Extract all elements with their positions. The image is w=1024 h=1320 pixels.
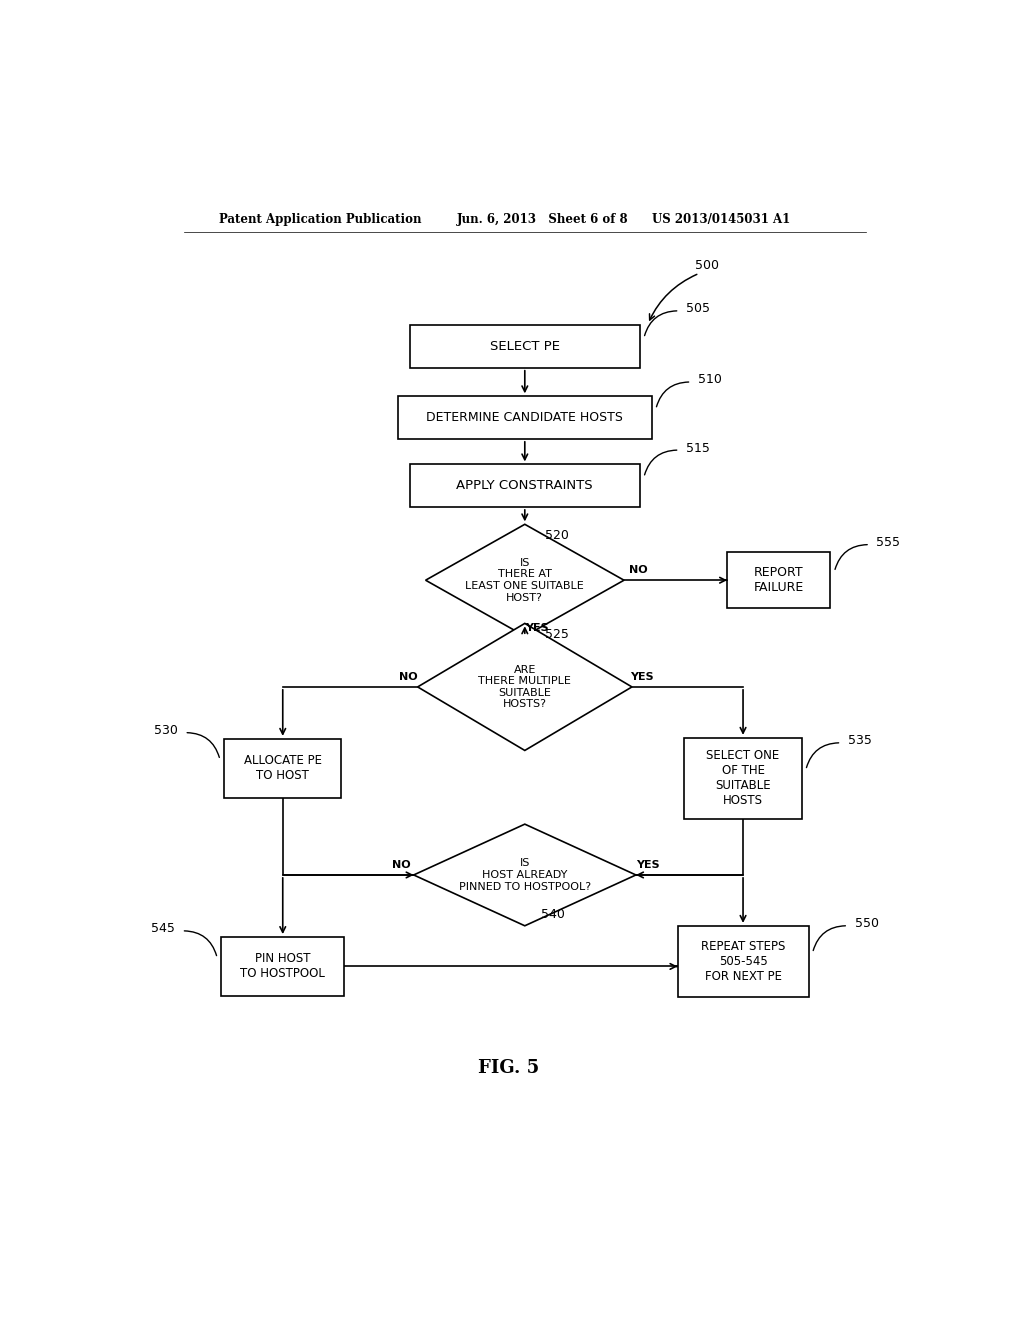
Text: YES: YES	[525, 623, 549, 634]
Text: 545: 545	[152, 923, 175, 936]
Text: Jun. 6, 2013   Sheet 6 of 8: Jun. 6, 2013 Sheet 6 of 8	[458, 213, 629, 226]
Text: 540: 540	[541, 908, 564, 921]
Text: 515: 515	[686, 442, 710, 454]
Text: PIN HOST
TO HOSTPOOL: PIN HOST TO HOSTPOOL	[241, 953, 326, 981]
Text: NO: NO	[398, 672, 418, 681]
Text: 510: 510	[697, 374, 722, 387]
Text: IS
HOST ALREADY
PINNED TO HOSTPOOL?: IS HOST ALREADY PINNED TO HOSTPOOL?	[459, 858, 591, 891]
Text: 505: 505	[686, 302, 710, 315]
Text: ALLOCATE PE
TO HOST: ALLOCATE PE TO HOST	[244, 754, 322, 783]
Text: ARE
THERE MULTIPLE
SUITABLE
HOSTS?: ARE THERE MULTIPLE SUITABLE HOSTS?	[478, 664, 571, 709]
FancyBboxPatch shape	[684, 738, 802, 818]
Text: REPEAT STEPS
505-545
FOR NEXT PE: REPEAT STEPS 505-545 FOR NEXT PE	[700, 940, 785, 983]
Text: REPORT
FAILURE: REPORT FAILURE	[754, 566, 804, 594]
Text: 535: 535	[848, 734, 871, 747]
Text: NO: NO	[629, 565, 647, 576]
FancyBboxPatch shape	[678, 925, 809, 997]
Text: SELECT ONE
OF THE
SUITABLE
HOSTS: SELECT ONE OF THE SUITABLE HOSTS	[707, 750, 779, 808]
FancyBboxPatch shape	[397, 396, 651, 440]
FancyBboxPatch shape	[224, 739, 341, 797]
Text: 550: 550	[855, 917, 879, 931]
Text: NO: NO	[392, 859, 411, 870]
Text: 520: 520	[545, 529, 568, 543]
Polygon shape	[426, 524, 624, 636]
Text: 555: 555	[877, 536, 900, 549]
FancyBboxPatch shape	[410, 325, 640, 368]
Text: SELECT PE: SELECT PE	[489, 341, 560, 352]
Text: YES: YES	[630, 672, 653, 681]
FancyBboxPatch shape	[221, 937, 344, 995]
FancyBboxPatch shape	[410, 465, 640, 507]
Text: US 2013/0145031 A1: US 2013/0145031 A1	[652, 213, 791, 226]
Text: Patent Application Publication: Patent Application Publication	[219, 213, 422, 226]
Text: FIG. 5: FIG. 5	[478, 1059, 540, 1077]
Text: APPLY CONSTRAINTS: APPLY CONSTRAINTS	[457, 479, 593, 492]
Text: IS
THERE AT
LEAST ONE SUITABLE
HOST?: IS THERE AT LEAST ONE SUITABLE HOST?	[466, 558, 584, 603]
FancyBboxPatch shape	[727, 552, 830, 609]
Text: YES: YES	[636, 859, 659, 870]
Text: 530: 530	[155, 725, 178, 737]
Polygon shape	[414, 824, 636, 925]
Text: 525: 525	[545, 628, 568, 642]
Text: 500: 500	[695, 259, 719, 272]
Polygon shape	[418, 623, 632, 751]
Text: DETERMINE CANDIDATE HOSTS: DETERMINE CANDIDATE HOSTS	[426, 411, 624, 424]
